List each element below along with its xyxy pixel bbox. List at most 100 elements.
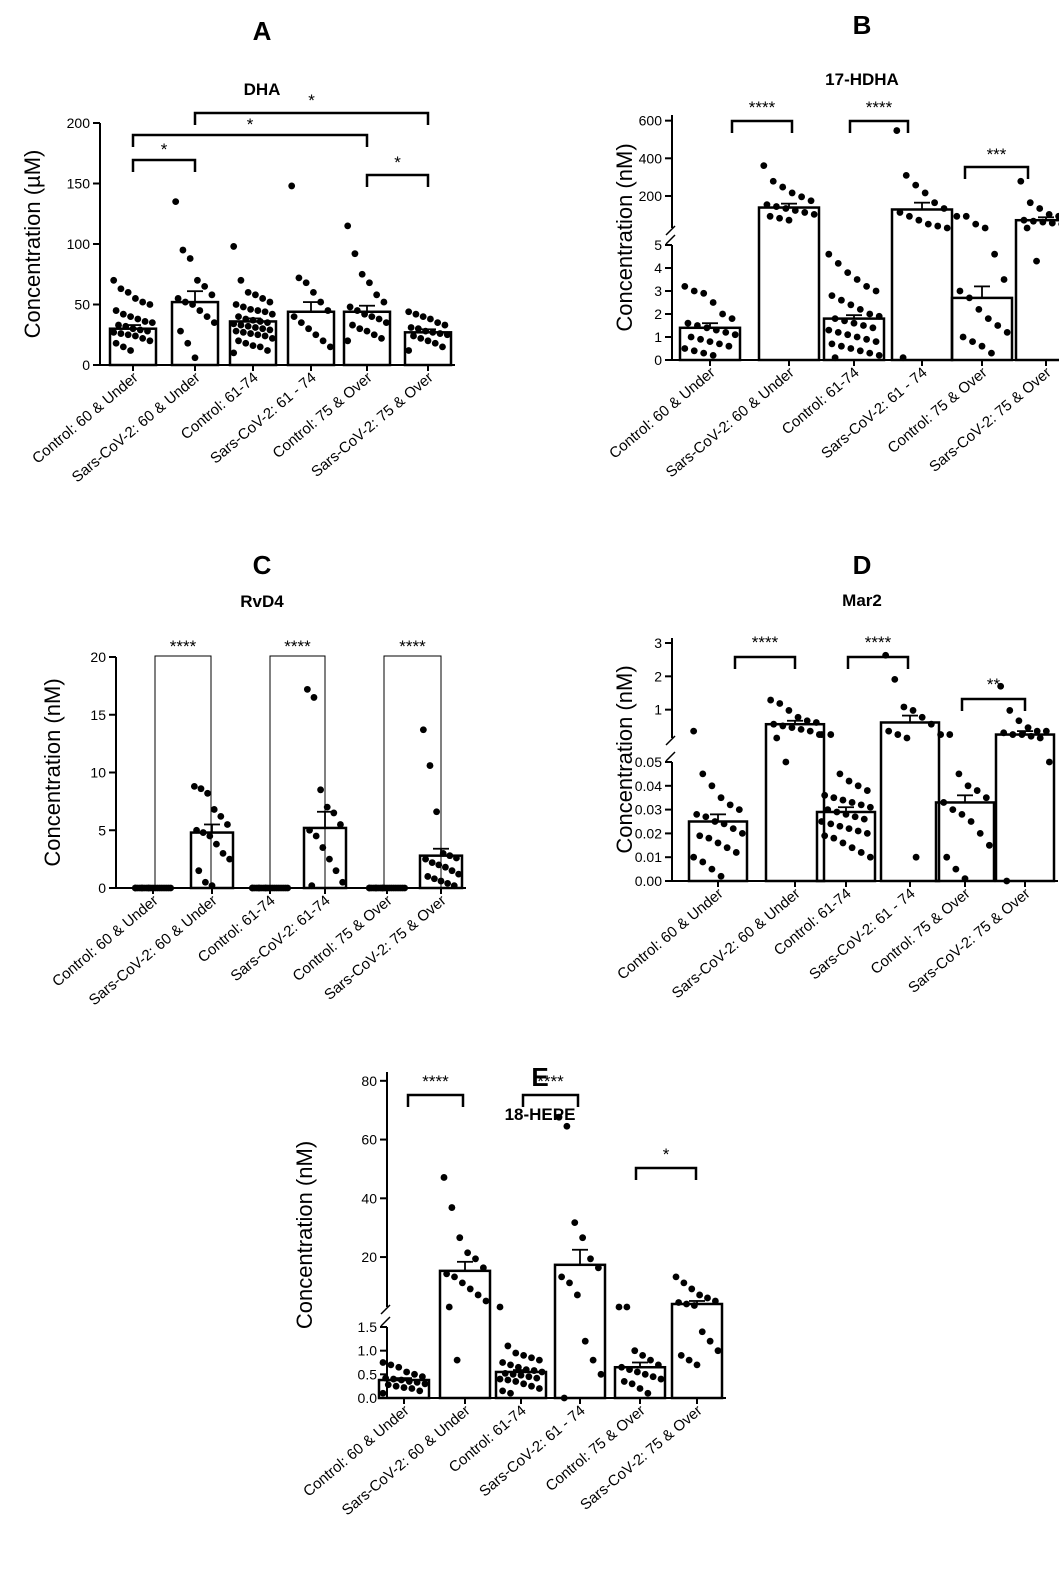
data-point xyxy=(535,1356,543,1364)
data-point xyxy=(896,209,904,216)
data-point xyxy=(414,325,422,333)
x-category-label: Control: 75 & Over xyxy=(542,1402,648,1495)
data-point xyxy=(201,878,209,886)
data-point xyxy=(392,1382,400,1390)
data-point xyxy=(230,349,238,357)
y-tick-label: 5 xyxy=(654,237,662,253)
data-point xyxy=(129,325,137,333)
data-point xyxy=(1033,727,1041,735)
data-point xyxy=(148,319,156,327)
data-point xyxy=(337,821,344,828)
data-point xyxy=(266,298,274,306)
bar xyxy=(815,810,877,883)
data-point xyxy=(191,354,199,362)
data-point xyxy=(411,1370,418,1378)
significance-label: **** xyxy=(422,1072,449,1091)
data-point xyxy=(788,724,796,732)
significance-bracket xyxy=(960,697,1027,711)
data-point xyxy=(442,863,449,871)
data-point xyxy=(853,333,861,341)
data-point xyxy=(509,1370,517,1378)
data-point xyxy=(110,328,118,336)
data-point xyxy=(831,354,839,362)
data-point xyxy=(339,878,347,886)
data-point xyxy=(708,865,716,873)
data-point xyxy=(969,338,976,345)
data-point xyxy=(839,796,847,804)
data-point xyxy=(581,1337,589,1345)
significance-label: **** xyxy=(399,637,426,656)
data-point xyxy=(186,255,194,262)
y-axis-label: Concentration (µM) xyxy=(20,150,45,339)
data-point xyxy=(1009,731,1017,738)
data-point xyxy=(720,820,728,828)
data-point xyxy=(681,283,689,290)
panel-b: B 17-HDHA Concentration (nM) 0 1 2 3 4 5 200 400 60… xyxy=(606,10,1059,481)
data-point xyxy=(124,289,132,296)
y-tick-label: 10 xyxy=(90,765,106,781)
data-point xyxy=(310,289,317,296)
data-point xyxy=(921,189,929,197)
data-point xyxy=(893,127,901,134)
data-point xyxy=(344,337,352,345)
data-point xyxy=(717,794,725,802)
y-tick-label: 1 xyxy=(654,329,662,345)
y-tick-label: 3 xyxy=(654,283,662,299)
panel-title: DHA xyxy=(244,80,281,99)
data-point xyxy=(798,193,805,201)
data-point xyxy=(854,827,862,835)
data-point xyxy=(644,1389,652,1397)
data-point xyxy=(346,303,354,311)
data-point xyxy=(955,770,963,778)
data-point xyxy=(132,332,139,340)
data-point xyxy=(773,734,781,742)
data-point xyxy=(821,791,829,799)
data-point xyxy=(136,326,144,334)
y-tick-label: 0.05 xyxy=(635,754,662,770)
data-point xyxy=(704,1294,711,1302)
data-point xyxy=(831,315,839,322)
data-point xyxy=(434,319,442,327)
panel-a: A DHA Concentration (µM) 0 50 100 150 200 Contro… xyxy=(20,16,455,486)
data-point xyxy=(821,832,829,840)
data-point xyxy=(841,317,848,325)
data-point xyxy=(698,1328,706,1336)
data-point xyxy=(791,207,799,214)
data-point xyxy=(139,298,147,306)
data-point xyxy=(196,307,204,314)
data-point xyxy=(256,318,264,325)
data-point xyxy=(844,331,852,339)
data-point xyxy=(440,1174,448,1181)
data-point xyxy=(726,801,734,809)
y-tick-label: 0.01 xyxy=(635,849,662,865)
data-point xyxy=(408,1385,416,1392)
data-point xyxy=(738,830,746,837)
data-point xyxy=(906,212,913,220)
data-point xyxy=(119,310,127,318)
data-point xyxy=(636,1385,644,1392)
data-point xyxy=(875,312,883,320)
data-point xyxy=(633,1368,641,1376)
data-point xyxy=(396,884,404,892)
data-point xyxy=(579,1234,587,1242)
data-point xyxy=(1017,177,1025,185)
data-point xyxy=(838,342,845,350)
data-point xyxy=(405,347,413,354)
data-point xyxy=(952,865,960,873)
data-point xyxy=(504,1342,512,1350)
data-point xyxy=(252,324,259,331)
significance-label: *** xyxy=(987,145,1007,164)
data-point xyxy=(445,1303,453,1311)
data-point xyxy=(368,313,376,320)
data-point xyxy=(441,321,449,329)
data-point xyxy=(803,717,811,725)
data-point xyxy=(162,884,170,892)
data-point xyxy=(560,1394,568,1402)
data-point xyxy=(405,1378,413,1385)
y-tick-label: 1.0 xyxy=(358,1343,378,1359)
data-point xyxy=(1039,218,1047,226)
data-point xyxy=(382,319,390,327)
data-point xyxy=(885,727,893,735)
data-point xyxy=(672,1273,680,1281)
data-point xyxy=(688,1285,696,1293)
